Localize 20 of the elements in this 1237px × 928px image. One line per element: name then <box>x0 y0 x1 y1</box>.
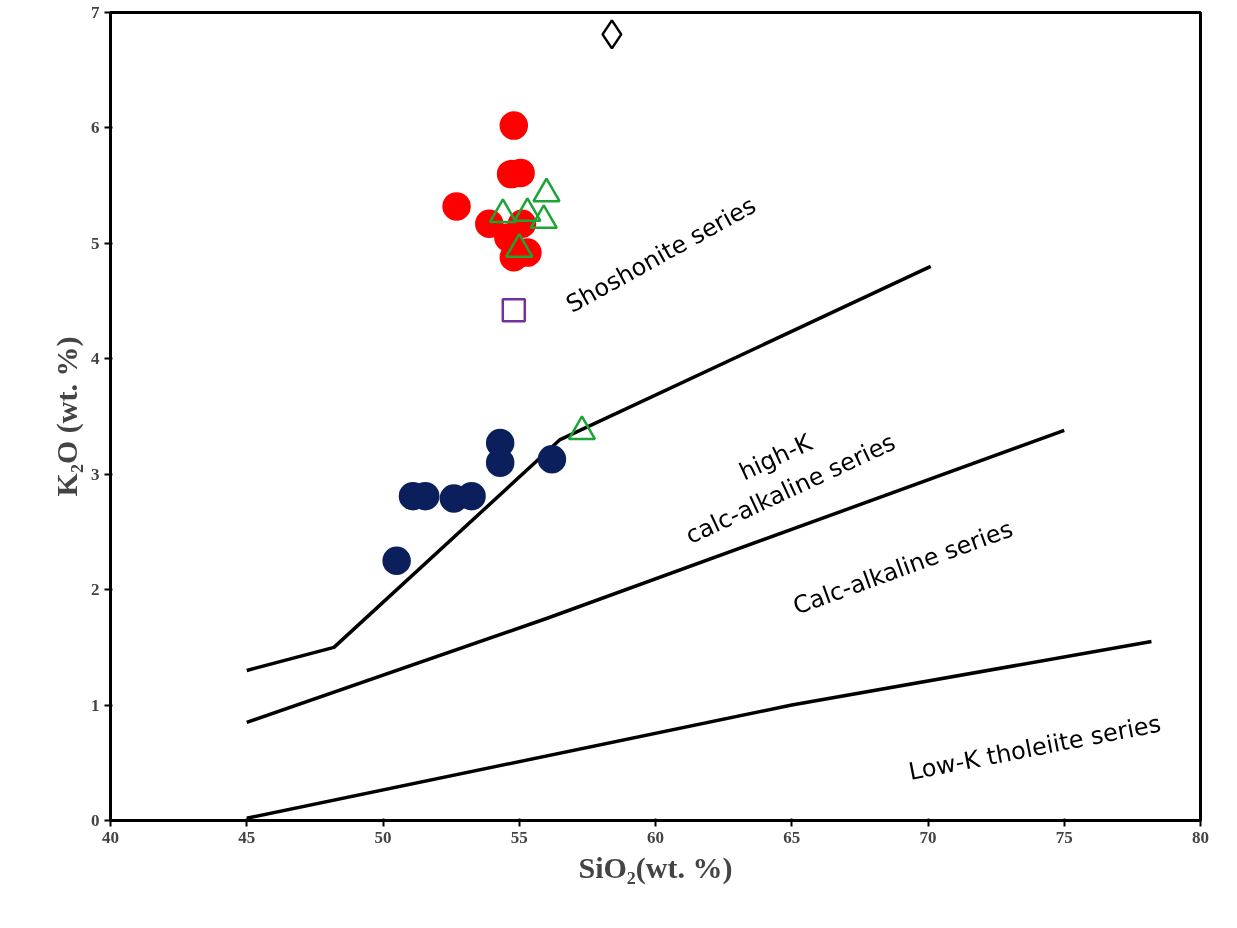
y-tick-label: 2 <box>91 580 100 600</box>
x-axis-title: SiO₂(wt. %) <box>578 850 733 885</box>
x-tick-label: 50 <box>374 827 392 847</box>
y-tick-label: 4 <box>91 349 100 369</box>
annotation: Low-K tholeiite series <box>906 709 1164 786</box>
x-tick-label: 45 <box>238 827 256 847</box>
x-tick-label: 40 <box>102 827 119 847</box>
y-tick-label: 7 <box>91 3 100 22</box>
y-tick-label: 0 <box>91 811 100 830</box>
x-tick-label: 70 <box>919 827 937 847</box>
x-tick-label: 80 <box>1192 827 1209 847</box>
y-tick-label: 3 <box>91 464 100 484</box>
x-tick-label: 60 <box>647 827 664 847</box>
y-axis-title: K₂O (wt. %) <box>50 336 84 497</box>
y-tick-label: 6 <box>91 118 100 138</box>
x-tick-label: 75 <box>1055 827 1073 847</box>
y-tick-label: 1 <box>91 695 100 715</box>
x-tick-label: 55 <box>510 827 528 847</box>
y-tick-label: 5 <box>91 233 100 253</box>
x-tick-label: 65 <box>783 827 801 847</box>
